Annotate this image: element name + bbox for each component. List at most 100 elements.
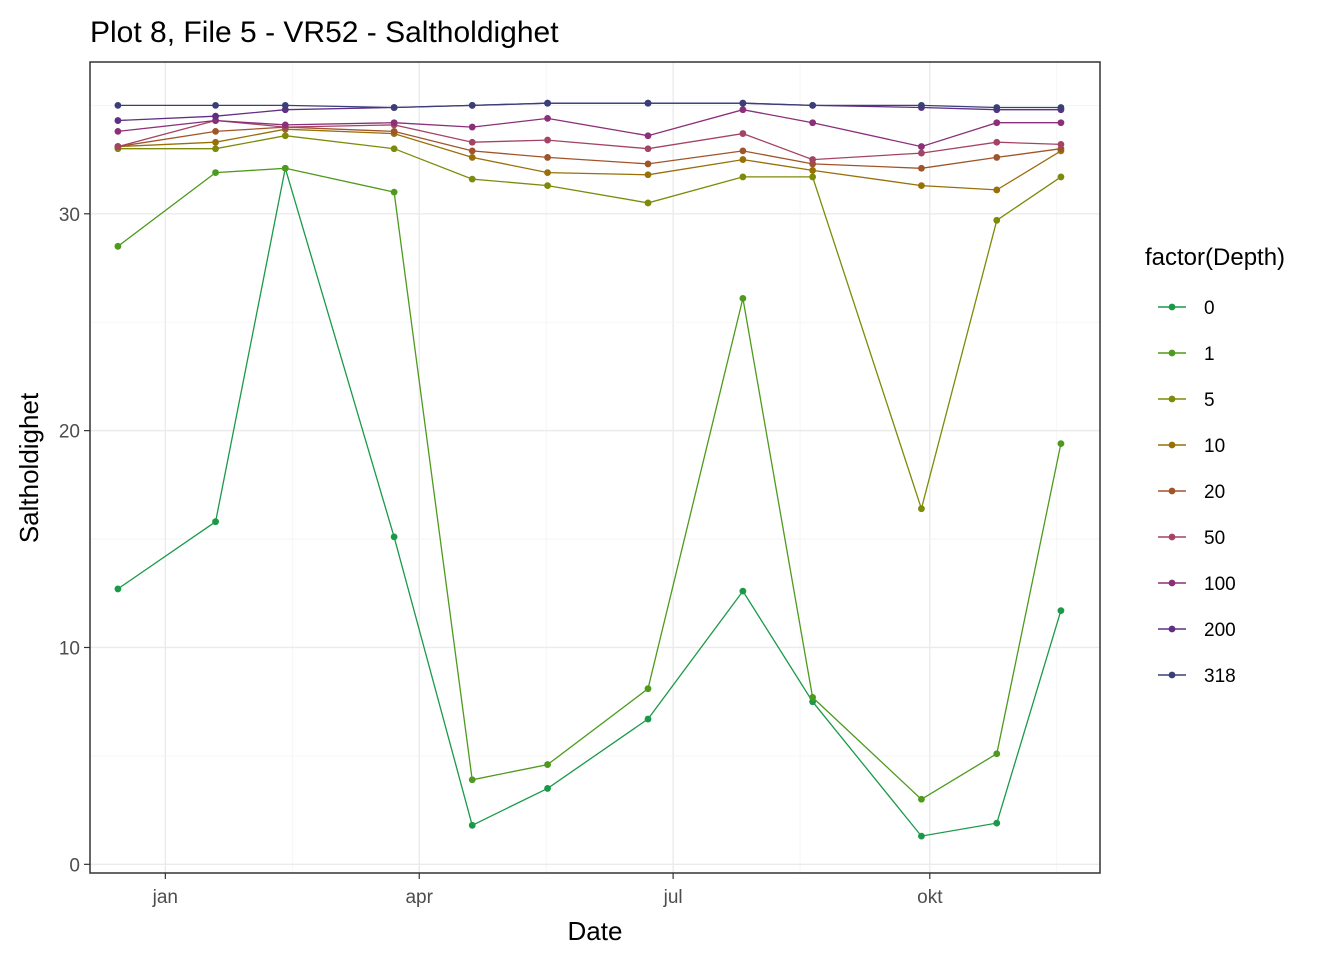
- data-point: [993, 138, 1001, 146]
- legend-item: 318: [1158, 666, 1236, 687]
- data-point: [1057, 141, 1065, 148]
- data-point: [212, 518, 219, 526]
- legend-item: 10: [1158, 436, 1225, 457]
- data-point: [644, 199, 652, 207]
- legend-key-point: [1168, 349, 1176, 357]
- series-318: [114, 99, 1065, 111]
- series-line: [117, 128, 1062, 191]
- data-point: [390, 188, 398, 196]
- data-point: [281, 121, 289, 129]
- data-point: [468, 123, 476, 131]
- data-point: [644, 99, 652, 107]
- data-point: [212, 169, 219, 176]
- data-point: [281, 164, 289, 172]
- data-point: [114, 101, 122, 109]
- series-line: [117, 168, 1062, 837]
- data-point: [739, 173, 747, 181]
- data-point: [390, 119, 398, 127]
- data-point: [544, 785, 551, 792]
- data-point: [993, 750, 1001, 758]
- data-point: [918, 182, 925, 190]
- x-axis-title: Date: [568, 916, 623, 946]
- data-point: [281, 132, 289, 140]
- legend-key-point: [1168, 303, 1176, 311]
- legend-label: 50: [1204, 528, 1225, 549]
- data-point: [212, 101, 219, 109]
- series-1: [114, 164, 1065, 803]
- data-point: [918, 795, 925, 803]
- data-point: [993, 186, 1001, 194]
- legend: factor(Depth) 0 1 5 10 20 50 100 200 318: [1145, 244, 1285, 687]
- legend-key-point: [1168, 441, 1176, 449]
- data-point: [468, 154, 476, 161]
- data-point: [644, 145, 652, 153]
- legend-item: 0: [1158, 298, 1215, 319]
- data-point: [1057, 104, 1065, 111]
- x-tick-label: jan: [152, 887, 178, 908]
- data-point: [809, 101, 817, 109]
- legend-label: 318: [1204, 666, 1236, 687]
- data-point: [544, 114, 551, 122]
- legend-label: 20: [1204, 482, 1225, 503]
- data-point: [809, 119, 817, 127]
- series-100: [114, 106, 1065, 150]
- data-point: [918, 149, 925, 157]
- legend-item: 200: [1158, 620, 1236, 641]
- grid-lines: [90, 62, 1100, 873]
- axis-ticks: jan apr jul okt 0 10 20 30: [59, 205, 943, 908]
- legend-key-point: [1168, 487, 1176, 495]
- data-point: [739, 99, 747, 107]
- data-point: [468, 175, 476, 183]
- data-point: [390, 104, 398, 111]
- data-point: [644, 715, 652, 723]
- series-line: [117, 126, 1061, 169]
- data-point: [993, 819, 1001, 827]
- legend-item: 100: [1158, 574, 1236, 595]
- data-point: [1057, 119, 1065, 127]
- data-point: [739, 294, 747, 302]
- legend-key-point: [1168, 395, 1176, 403]
- series-line: [117, 135, 1062, 512]
- legend-key-point: [1168, 579, 1176, 587]
- data-point: [544, 136, 551, 144]
- y-tick-label: 0: [69, 855, 80, 876]
- data-point: [114, 117, 122, 124]
- legend-label: 100: [1204, 574, 1236, 595]
- data-point: [739, 156, 747, 163]
- data-point: [212, 138, 219, 146]
- series-5: [114, 132, 1065, 513]
- data-point: [739, 587, 747, 595]
- data-point: [468, 821, 476, 829]
- series-lines: [114, 99, 1065, 840]
- data-point: [390, 145, 398, 153]
- x-tick-label: okt: [917, 887, 943, 908]
- data-point: [918, 143, 925, 150]
- data-point: [993, 216, 1001, 224]
- y-axis-title: Saltholdighet: [14, 392, 44, 543]
- data-point: [918, 101, 925, 109]
- data-point: [809, 167, 817, 174]
- plot-panel-border: [89, 61, 1101, 874]
- legend-item: 1: [1158, 344, 1215, 365]
- data-point: [1057, 607, 1065, 615]
- data-point: [544, 154, 551, 161]
- data-point: [390, 127, 398, 135]
- series-50: [114, 117, 1065, 163]
- chart-title: Plot 8, File 5 - VR52 - Saltholdighet: [90, 16, 559, 49]
- data-point: [644, 171, 652, 179]
- data-point: [468, 776, 476, 784]
- data-point: [644, 132, 652, 140]
- series-line: [117, 109, 1061, 148]
- series-line: [117, 167, 1062, 801]
- data-point: [809, 693, 817, 701]
- data-point: [644, 685, 652, 693]
- data-point: [739, 106, 747, 114]
- legend-label: 0: [1204, 298, 1215, 319]
- data-point: [739, 130, 747, 137]
- data-point: [114, 242, 122, 250]
- data-point: [212, 127, 219, 135]
- legend-label: 200: [1204, 620, 1236, 641]
- data-point: [390, 533, 398, 541]
- legend-key-point: [1168, 671, 1176, 679]
- data-point: [114, 127, 122, 135]
